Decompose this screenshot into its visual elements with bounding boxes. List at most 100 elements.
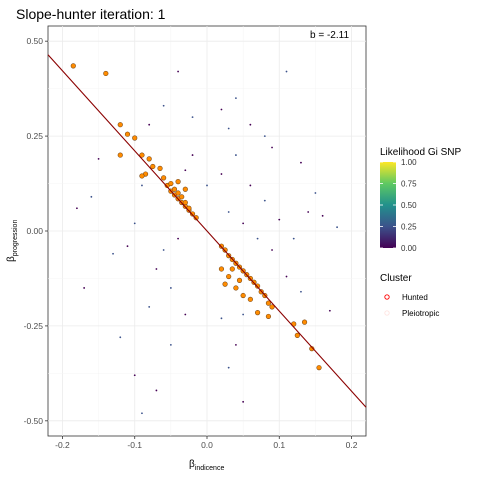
- pleiotropic-point: [126, 245, 129, 248]
- hunted-point: [157, 165, 163, 171]
- pleiotropic-point: [227, 366, 230, 369]
- x-tick-label: -0.2: [55, 440, 70, 450]
- colorbar-tick-label: 1.00: [401, 158, 417, 167]
- hunted-point: [269, 304, 275, 310]
- hunted-point: [182, 186, 188, 192]
- y-axis-ticks: 0.50 0.25 0.00 -0.25 -0.50: [24, 36, 48, 426]
- slope-annotation: b = -2.11: [310, 30, 349, 41]
- colorbar-tick-label: 0.25: [401, 223, 417, 232]
- y-tick-label: 0.50: [26, 36, 43, 46]
- pleiotropic-point: [235, 343, 237, 346]
- hunted-point: [189, 211, 196, 217]
- chart-title: Slope-hunter iteration: 1: [16, 6, 166, 22]
- pleiotropic-point: [220, 173, 223, 175]
- pleiotropic-point: [242, 222, 245, 225]
- pleiotropic-point: [263, 199, 266, 202]
- hunted-point: [254, 283, 261, 289]
- pleiotropic-point: [249, 184, 252, 187]
- colorbar-tick-label: 0.50: [401, 201, 417, 210]
- x-tick-label: 0.1: [273, 440, 285, 450]
- pleiotropic-point: [263, 135, 266, 137]
- legend-key: [384, 310, 390, 316]
- pleiotropic-point: [112, 252, 114, 255]
- y-tick-label: -0.25: [24, 321, 44, 331]
- hunted-point: [182, 199, 188, 206]
- x-tick-label: 0.2: [346, 440, 358, 450]
- hunted-point: [240, 292, 246, 299]
- pleiotropic-point: [83, 287, 86, 289]
- pleiotropic-point: [177, 237, 179, 240]
- colorbar-tick-label: 0.00: [401, 244, 417, 253]
- hunted-point: [70, 63, 76, 69]
- pleiotropic-point: [90, 195, 93, 198]
- hunted-point: [229, 266, 235, 272]
- pleiotropic-point: [227, 211, 230, 213]
- pleiotropic-point: [177, 70, 179, 73]
- pleiotropic-point: [242, 400, 245, 403]
- hunted-point: [226, 273, 232, 280]
- colorbar: [380, 162, 396, 248]
- hunted-point: [117, 122, 123, 128]
- pleiotropic-point: [242, 313, 245, 316]
- colorbar-tick-label: 0.75: [401, 180, 417, 189]
- pleiotropic-point: [141, 184, 143, 187]
- pleiotropic-point: [249, 123, 252, 126]
- pleiotropic-point: [285, 70, 288, 73]
- pleiotropic-point: [162, 249, 165, 251]
- hunted-point: [218, 266, 225, 272]
- pleiotropic-point: [336, 226, 338, 229]
- pleiotropic-point: [191, 116, 194, 119]
- pleiotropic-point: [220, 317, 223, 320]
- legend-key: [384, 294, 390, 300]
- regression-line-path: [47, 54, 367, 408]
- pleiotropic-point: [292, 237, 295, 240]
- pleiotropic-point: [235, 154, 237, 156]
- pleiotropic-point: [184, 313, 187, 316]
- pleiotropic-point: [271, 146, 273, 149]
- x-tick-label: -0.1: [127, 440, 142, 450]
- pleiotropic-point: [321, 214, 324, 217]
- hunted-point: [168, 180, 174, 187]
- grid: [48, 26, 366, 436]
- hunted-point: [132, 135, 138, 141]
- colorbar-ticks: 1.00 0.75 0.50 0.25 0.00: [380, 158, 417, 253]
- x-tick-label: 0.0: [201, 440, 213, 450]
- hunted-point: [316, 365, 322, 371]
- pleiotropic-point: [119, 336, 122, 339]
- x-axis-ticks: -0.2 -0.1 0.0 0.1 0.2: [55, 436, 358, 450]
- pleiotropic-point: [191, 154, 194, 156]
- hunted-point: [236, 277, 243, 283]
- hunted-point: [294, 332, 300, 338]
- legend-label: Pleiotropic: [402, 309, 439, 318]
- pleiotropic-point: [278, 218, 281, 221]
- pleiotropic-point: [328, 309, 331, 312]
- x-axis-label: βindicence: [189, 459, 224, 472]
- pleiotropic-point: [314, 192, 317, 194]
- hunted-point: [265, 313, 272, 320]
- legend-title: Cluster: [380, 273, 412, 284]
- hunted-point: [117, 152, 123, 158]
- pleiotropic-point: [155, 268, 158, 270]
- hunted-point: [171, 186, 178, 192]
- y-axis-label: βprogression: [6, 220, 19, 262]
- hunted-point: [150, 163, 156, 170]
- hunted-point: [175, 190, 181, 196]
- data-points: [70, 63, 338, 415]
- hunted-point: [179, 194, 185, 200]
- pleiotropic-point: [133, 374, 136, 377]
- pleiotropic-point: [97, 157, 100, 160]
- hunted-point: [222, 281, 228, 287]
- pleiotropic-point: [300, 290, 302, 293]
- pleiotropic-point: [256, 237, 259, 240]
- pleiotropic-point: [220, 108, 223, 111]
- y-tick-label: 0.00: [26, 226, 43, 236]
- y-tick-label: -0.50: [24, 416, 44, 426]
- pleiotropic-point: [235, 97, 237, 100]
- hunted-point: [175, 179, 181, 185]
- pleiotropic-point: [206, 184, 208, 187]
- pleiotropic-point: [169, 343, 172, 346]
- hunted-point: [254, 310, 261, 316]
- hunted-point: [301, 319, 308, 325]
- hunted-point: [193, 215, 199, 221]
